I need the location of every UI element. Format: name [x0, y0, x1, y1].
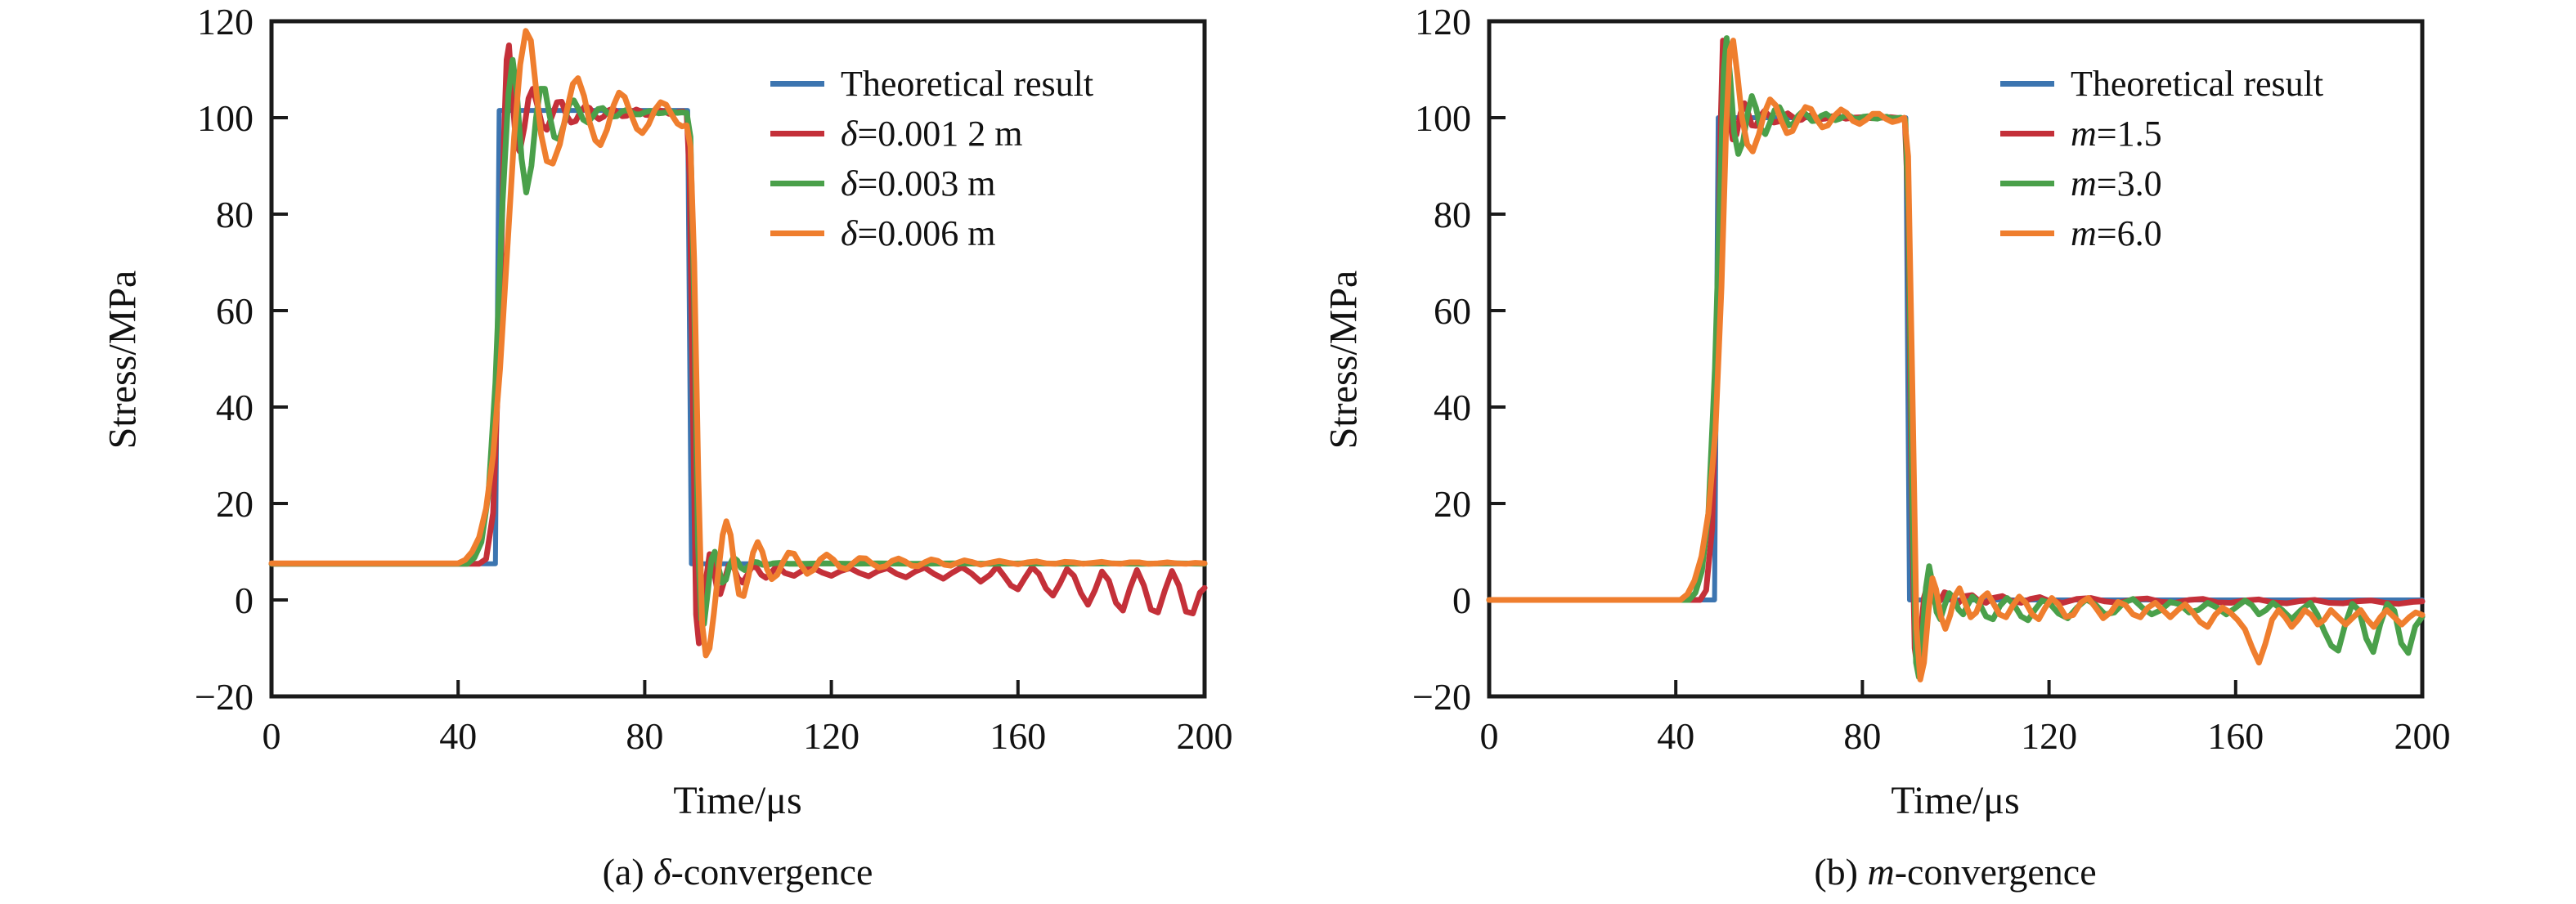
x-tick-label: 0 [1480, 715, 1499, 757]
y-tick-label: 20 [1434, 483, 1471, 525]
caption-a-suffix: -convergence [671, 851, 873, 893]
y-tick-label: 60 [1434, 290, 1471, 332]
x-tick-label: 120 [803, 715, 859, 757]
x-tick-label: 40 [439, 715, 477, 757]
chart-a-legend: Theoretical result δ=0.001 2 m δ=0.003 m δ=… [770, 59, 1093, 258]
caption-a-prefix: (a) [602, 851, 654, 893]
y-tick-label: 120 [197, 1, 254, 43]
legend-item: m=1.5 [2000, 109, 2323, 159]
legend-label: δ=0.006 m [841, 213, 996, 253]
legend-swatch [2000, 81, 2054, 87]
y-tick-label: 40 [1434, 387, 1471, 428]
legend-label: m=6.0 [2071, 213, 2162, 253]
y-tick-label: 60 [216, 290, 254, 332]
y-tick-label: 120 [1415, 1, 1471, 43]
y-tick-label: 80 [1434, 194, 1471, 235]
x-tick-label: 200 [1177, 715, 1233, 757]
legend-swatch [770, 81, 824, 87]
chart-b-caption: (b) m-convergence [1814, 850, 2096, 893]
legend-label: Theoretical result [2071, 63, 2324, 104]
chart-a-y-axis-title: Stress/MPa [101, 270, 145, 450]
legend-label: m=1.5 [2071, 113, 2162, 154]
caption-b-symbol: m [1867, 851, 1895, 893]
x-tick-label: 160 [2207, 715, 2264, 757]
legend-item: δ=0.003 m [770, 159, 1093, 208]
y-tick-label: −20 [1412, 676, 1471, 718]
legend-item: Theoretical result [770, 59, 1093, 109]
x-tick-label: 40 [1657, 715, 1694, 757]
legend-label: Theoretical result [841, 63, 1094, 104]
legend-label: δ=0.003 m [841, 163, 996, 204]
legend-swatch [770, 230, 824, 236]
y-tick-label: 100 [197, 97, 254, 139]
legend-label: m=3.0 [2071, 163, 2162, 204]
x-tick-label: 160 [990, 715, 1046, 757]
series-line-3 [1486, 38, 2426, 682]
caption-b-suffix: -convergence [1894, 851, 2097, 893]
legend-swatch [770, 181, 824, 186]
y-tick-label: 40 [216, 387, 254, 428]
x-tick-label: 80 [626, 715, 663, 757]
legend-swatch [2000, 131, 2054, 136]
x-tick-label: 80 [1843, 715, 1881, 757]
y-tick-label: −20 [195, 676, 254, 718]
legend-item: m=3.0 [2000, 159, 2323, 208]
legend-item: δ=0.001 2 m [770, 109, 1093, 159]
y-tick-label: 0 [1452, 580, 1471, 621]
legend-label: δ=0.001 2 m [841, 113, 1023, 154]
x-tick-label: 200 [2394, 715, 2451, 757]
chart-b-y-axis-title: Stress/MPa [1322, 270, 1366, 450]
legend-item: Theoretical result [2000, 59, 2323, 109]
chart-panel-a: 0 40 80 120 160 200 −20 0 20 40 60 80 100 120 Stress/… [101, 1, 1233, 893]
x-tick-label: 120 [2021, 715, 2077, 757]
caption-a-symbol: δ [653, 851, 671, 893]
y-tick-label: 20 [216, 483, 254, 525]
y-tick-label: 100 [1415, 97, 1471, 139]
y-tick-label: 80 [216, 194, 254, 235]
x-tick-label: 0 [263, 715, 281, 757]
legend-swatch [770, 131, 824, 136]
chart-b-legend: Theoretical result m=1.5 m=3.0 m=6.0 [2000, 59, 2323, 258]
chart-a-x-axis-title: Time/μs [673, 779, 802, 822]
caption-b-prefix: (b) [1814, 851, 1868, 893]
legend-item: m=6.0 [2000, 208, 2323, 258]
legend-item: δ=0.006 m [770, 208, 1093, 258]
chart-b-x-axis-title: Time/μs [1891, 779, 2020, 822]
plot-border [269, 19, 1207, 699]
chart-panel-b: 0 40 80 120 160 200 −20 0 20 40 60 80 100 120 Stress/… [1288, 0, 2576, 904]
legend-swatch [2000, 181, 2054, 186]
plot-border [1487, 19, 2425, 699]
legend-swatch [2000, 230, 2054, 236]
series-line-3 [268, 28, 1208, 659]
y-tick-label: 0 [235, 580, 254, 621]
chart-a-caption: (a) δ-convergence [603, 850, 873, 893]
